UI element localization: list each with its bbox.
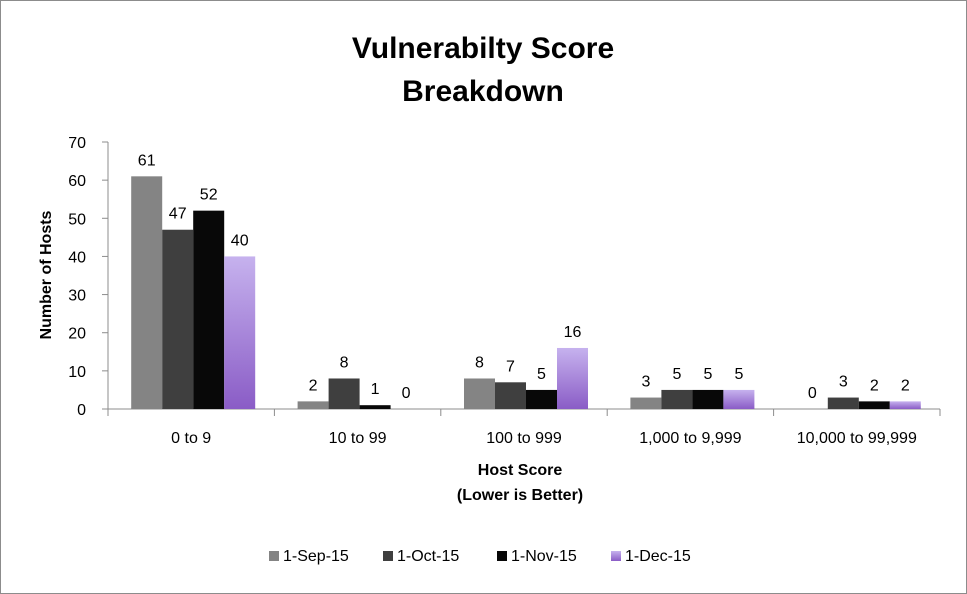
legend-entry: 1-Nov-15 bbox=[511, 548, 577, 565]
y-tick-label: 70 bbox=[68, 135, 86, 152]
data-label: 0 bbox=[402, 385, 411, 402]
y-tick-label: 20 bbox=[68, 326, 86, 343]
bar bbox=[464, 378, 495, 409]
data-label: 5 bbox=[537, 366, 546, 383]
data-label: 61 bbox=[138, 152, 156, 169]
data-label: 47 bbox=[169, 206, 187, 223]
bar bbox=[723, 389, 755, 409]
y-tick-label: 10 bbox=[68, 364, 86, 381]
x-tick-label: 100 to 999 bbox=[486, 430, 562, 447]
data-label: 2 bbox=[309, 377, 318, 394]
data-label: 3 bbox=[641, 374, 650, 391]
chart-title-line-2: Breakdown bbox=[402, 75, 564, 108]
data-label: 5 bbox=[703, 366, 712, 383]
y-tick-label: 60 bbox=[68, 173, 86, 190]
bar bbox=[193, 210, 225, 409]
bar bbox=[827, 397, 859, 409]
legend-entry: 1-Dec-15 bbox=[625, 548, 691, 565]
bar bbox=[661, 389, 693, 409]
data-label: 3 bbox=[839, 374, 848, 391]
data-label: 2 bbox=[870, 377, 879, 394]
bar bbox=[630, 397, 662, 409]
bar bbox=[297, 401, 329, 409]
x-axis-title-line-1: Host Score bbox=[478, 462, 563, 479]
x-tick-label: 10,000 to 99,999 bbox=[797, 430, 917, 447]
data-label: 8 bbox=[475, 354, 484, 371]
data-label: 0 bbox=[808, 385, 817, 402]
y-tick-label: 30 bbox=[68, 288, 86, 305]
data-label: 40 bbox=[231, 232, 249, 249]
data-label: 2 bbox=[901, 377, 910, 394]
bar bbox=[495, 382, 526, 409]
chart-title-line-1: Vulnerabilty Score bbox=[352, 32, 614, 65]
bar bbox=[359, 405, 391, 409]
data-label: 5 bbox=[672, 366, 681, 383]
data-label: 52 bbox=[200, 187, 218, 204]
x-tick-label: 0 to 9 bbox=[171, 430, 211, 447]
y-tick-label: 0 bbox=[77, 402, 86, 419]
bar bbox=[526, 389, 557, 409]
y-axis-title: Number of Hosts bbox=[38, 210, 55, 339]
bar bbox=[858, 401, 890, 409]
data-label: 16 bbox=[564, 324, 582, 341]
bar bbox=[889, 401, 921, 409]
x-tick-label: 1,000 to 9,999 bbox=[639, 430, 741, 447]
legend-entry: 1-Sep-15 bbox=[283, 548, 349, 565]
legend: 1-Sep-15 1-Oct-15 1-Nov-15 1-Dec-15 bbox=[269, 548, 691, 565]
data-label: 5 bbox=[734, 366, 743, 383]
bar bbox=[557, 347, 588, 409]
bar bbox=[328, 378, 360, 409]
y-tick-label: 40 bbox=[68, 249, 86, 266]
legend-swatch bbox=[497, 551, 507, 561]
x-tick-label: 10 to 99 bbox=[329, 430, 387, 447]
bar bbox=[131, 176, 163, 409]
bar bbox=[224, 256, 256, 409]
legend-swatch bbox=[269, 551, 279, 561]
x-axis-title-line-2: (Lower is Better) bbox=[457, 487, 583, 504]
bar bbox=[162, 229, 194, 409]
y-tick-label: 50 bbox=[68, 211, 86, 228]
data-label: 7 bbox=[506, 358, 515, 375]
legend-swatch bbox=[611, 551, 621, 561]
data-label: 8 bbox=[340, 354, 349, 371]
bar bbox=[692, 389, 724, 409]
legend-entry: 1-Oct-15 bbox=[397, 548, 459, 565]
data-label: 1 bbox=[371, 381, 380, 398]
legend-swatch bbox=[383, 551, 393, 561]
